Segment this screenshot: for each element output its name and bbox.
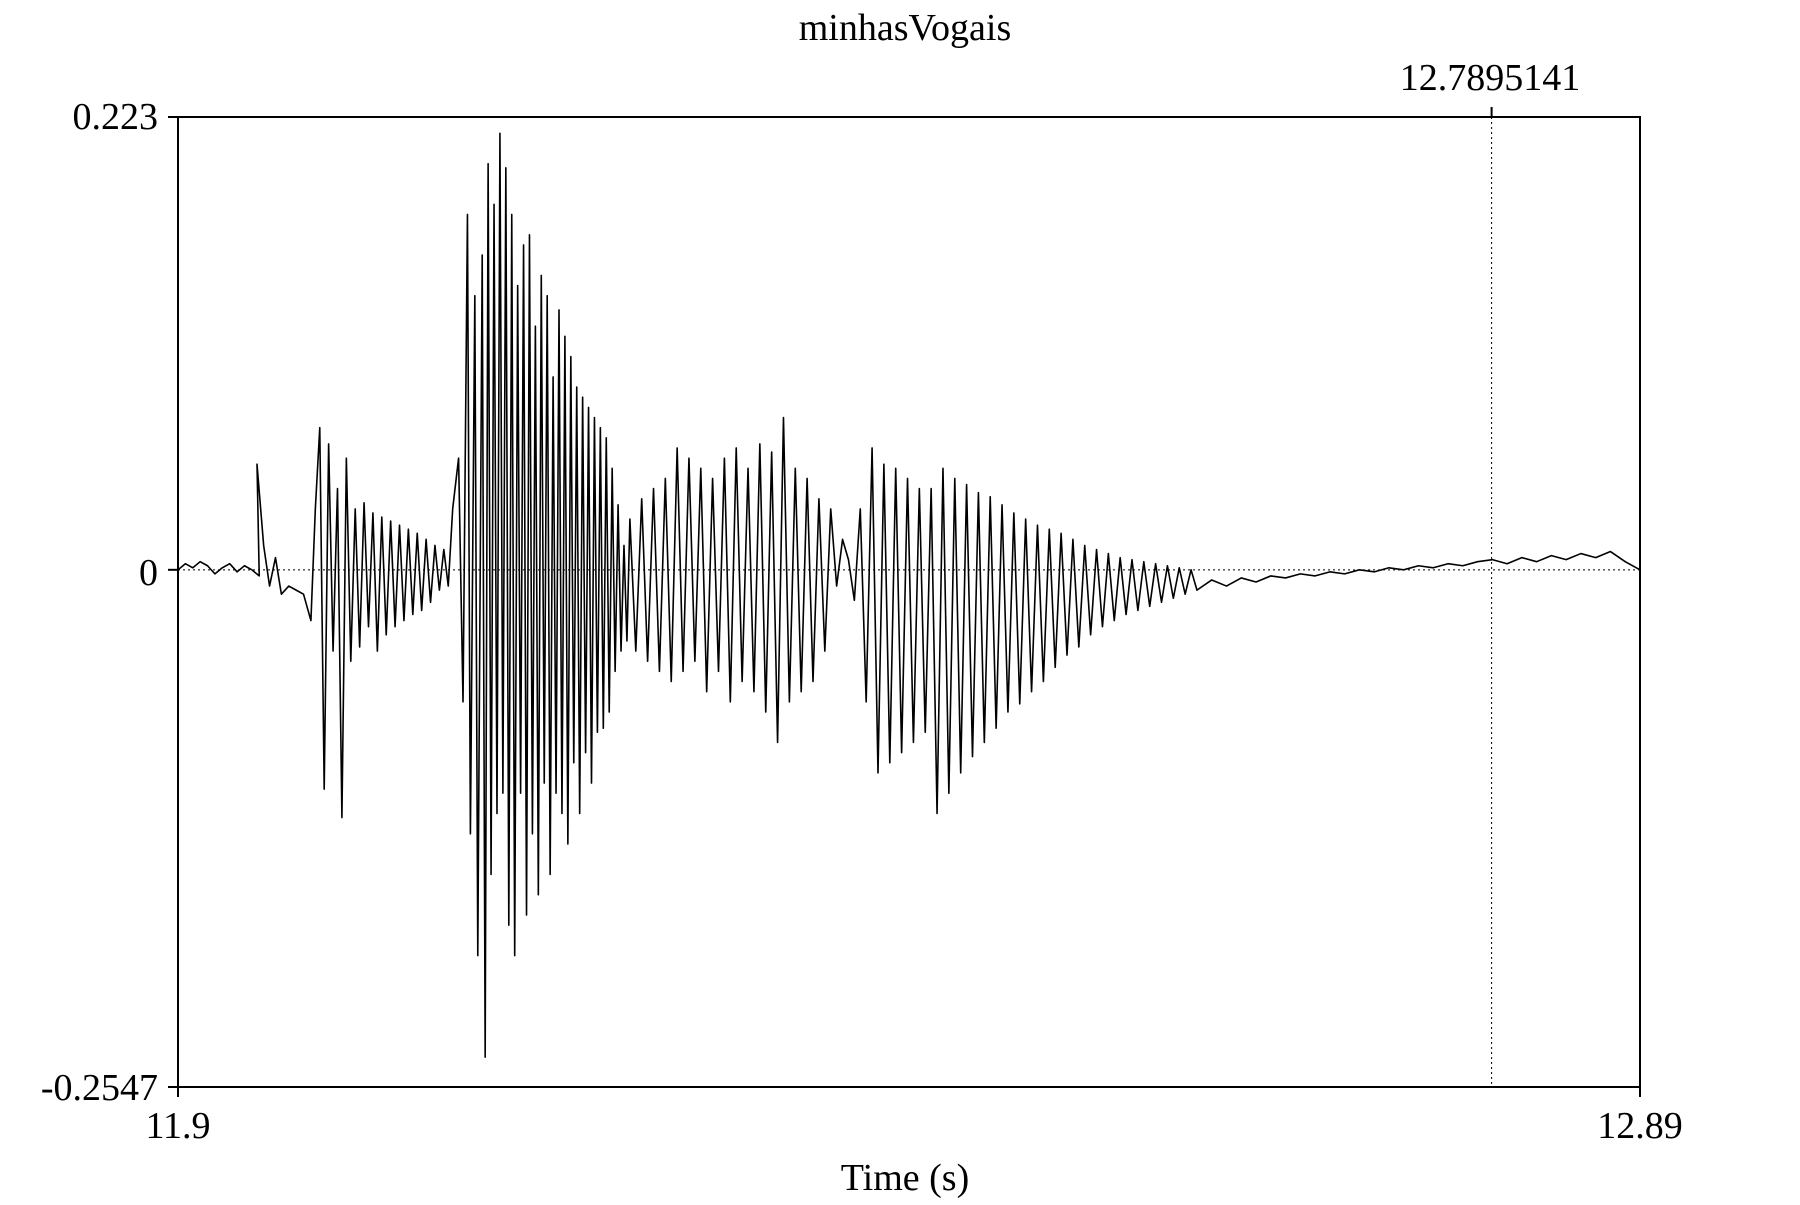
plot-frame [177, 116, 1641, 1088]
x-axis-label: Time (s) [841, 1157, 969, 1199]
series-layer [177, 132, 1641, 1058]
y-tick-label-bottom: -0.2547 [41, 1067, 158, 1109]
x-tick-label-start: 11.9 [145, 1105, 210, 1147]
waveform-line-0 [177, 132, 1641, 1058]
x-tick-label-end: 12.89 [1597, 1105, 1683, 1147]
y-tick-label-zero: 0 [139, 552, 158, 594]
cursor-time-label: 12.7895141 [1400, 57, 1581, 99]
chart-title: minhasVogais [799, 7, 1012, 49]
y-tick-label-top: 0.223 [73, 96, 159, 138]
